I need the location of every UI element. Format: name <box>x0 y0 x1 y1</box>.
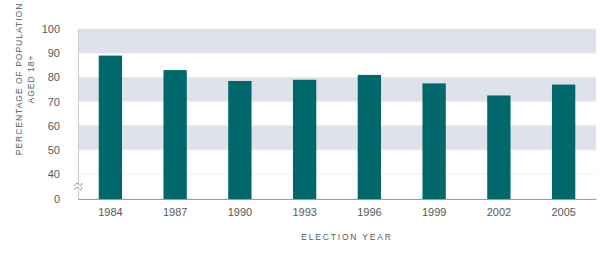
y-tick-label: 60 <box>48 120 60 132</box>
x-tick-label: 1987 <box>163 206 187 218</box>
bar <box>358 75 381 199</box>
y-tick-label: 50 <box>48 144 60 156</box>
y-axis: 0 40 50 60 70 80 90 100 <box>42 23 79 205</box>
grid-band <box>78 77 596 101</box>
x-axis: 1984 1987 1990 1993 1996 1999 2002 2005 <box>79 199 597 218</box>
y-tick: 70 <box>48 96 78 108</box>
x-tick: 1999 <box>422 199 446 218</box>
x-tick-label: 2002 <box>487 206 511 218</box>
x-tick-label: 1984 <box>98 206 122 218</box>
y-tick-label: 80 <box>48 71 60 83</box>
grid-band <box>78 29 596 53</box>
axis-break-gap <box>73 184 83 190</box>
x-tick: 1996 <box>357 199 381 218</box>
y-tick: 80 <box>48 71 78 83</box>
grid-line <box>78 174 596 175</box>
grid-line <box>78 101 596 102</box>
y-tick-label: 100 <box>42 23 60 35</box>
x-tick: 1984 <box>98 199 122 218</box>
y-tick: 90 <box>48 47 78 59</box>
y-tick-label: 40 <box>48 168 60 180</box>
axis-break-mark <box>74 183 82 186</box>
y-tick: 100 <box>42 23 78 35</box>
grid-line <box>78 53 596 54</box>
grid-band <box>78 126 596 150</box>
y-tick: 50 <box>48 144 78 156</box>
grid-line <box>78 149 596 150</box>
y-tick-label: 90 <box>48 47 60 59</box>
x-tick: 1987 <box>163 199 187 218</box>
x-tick: 1990 <box>228 199 252 218</box>
y-axis-line <box>78 30 79 200</box>
bar <box>293 80 316 199</box>
y-tick-label: 70 <box>48 96 60 108</box>
y-tick: 60 <box>48 120 78 132</box>
axis-break-mark <box>74 187 82 190</box>
grid-band <box>78 102 596 126</box>
y-axis-title: PERCENTAGE OF POPULATIONAGED 18+ <box>14 3 36 156</box>
bar <box>228 81 251 199</box>
x-tick: 1993 <box>292 199 316 218</box>
bar <box>552 85 575 199</box>
grid-band <box>78 53 596 77</box>
bar <box>99 56 122 199</box>
x-tick: 2002 <box>487 199 511 218</box>
bar <box>422 83 445 199</box>
grid-line <box>78 125 596 126</box>
x-axis-line <box>79 199 597 200</box>
bar <box>487 95 510 199</box>
x-tick-label: 1990 <box>228 206 252 218</box>
axis-break <box>73 183 83 190</box>
x-tick: 2005 <box>551 199 575 218</box>
y-tick: 40 <box>48 168 78 180</box>
bars <box>99 56 576 199</box>
grid <box>78 29 596 199</box>
grid-line <box>78 29 596 30</box>
x-tick-label: 1999 <box>422 206 446 218</box>
chart: 0 40 50 60 70 80 90 100 1984 1987 1990 1993 1996 1999… <box>0 0 600 254</box>
grid-band <box>78 150 596 174</box>
grid-line <box>78 199 596 200</box>
x-tick-label: 2005 <box>551 206 575 218</box>
x-tick-label: 1996 <box>357 206 381 218</box>
x-tick-label: 1993 <box>292 206 316 218</box>
bar <box>163 70 186 199</box>
x-axis-title: ELECTION YEAR <box>301 232 392 242</box>
y-tick: 0 <box>54 193 78 205</box>
grid-line <box>78 77 596 78</box>
y-tick-label: 0 <box>54 193 60 205</box>
